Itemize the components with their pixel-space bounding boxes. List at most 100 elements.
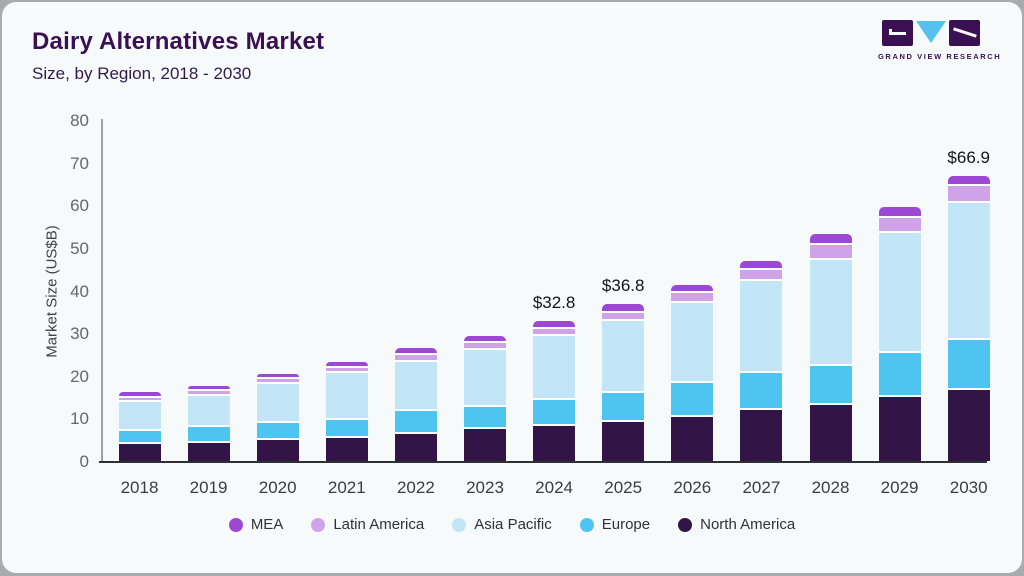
segment-2027-mea <box>740 261 783 268</box>
segment-2023-europe <box>464 404 506 428</box>
legend-dot-icon <box>452 517 467 532</box>
y-tick-label: 0 <box>79 452 89 471</box>
value-label-2030: $66.9 <box>947 147 990 167</box>
x-label-2018: 2018 <box>120 478 159 497</box>
legend-item-latin-america: Latin America <box>311 516 424 533</box>
logo-g-icon <box>882 20 913 46</box>
segment-2027-asia-pacific <box>740 278 783 372</box>
segment-2026-north-america <box>671 415 714 461</box>
segment-2018-latin-america <box>118 395 161 400</box>
legend: MEA Latin America Asia Pacific Europe North … <box>2 516 1022 533</box>
bar-2020 <box>256 373 299 461</box>
x-axis-line <box>99 461 987 463</box>
segment-2026-asia-pacific <box>671 300 714 382</box>
segment-2026-mea <box>671 284 714 292</box>
x-label-2025: 2025 <box>604 478 643 497</box>
legend-label: MEA <box>250 516 284 533</box>
segment-2028-asia-pacific <box>809 257 852 364</box>
y-tick-label: 40 <box>70 281 89 301</box>
x-label-2022: 2022 <box>396 478 435 497</box>
segment-2025-mea <box>602 304 645 311</box>
bar-2022 <box>394 347 437 461</box>
legend-item-europe: Europe <box>579 516 651 533</box>
logo-v-triangle-icon <box>916 21 946 43</box>
bar-2023 <box>464 336 506 461</box>
legend-label: Europe <box>601 516 651 533</box>
segment-2024-asia-pacific <box>533 334 576 399</box>
page-subtitle: Size, by Region, 2018 - 2030 <box>32 64 252 83</box>
segment-2022-europe <box>394 409 437 432</box>
segment-2021-north-america <box>325 435 368 461</box>
logo-r-icon <box>949 20 980 46</box>
segment-2020-asia-pacific <box>256 382 299 421</box>
segment-2020-mea <box>256 373 299 378</box>
segment-2030-latin-america <box>947 184 990 202</box>
segment-2029-asia-pacific <box>878 230 921 352</box>
segment-2022-north-america <box>394 431 437 461</box>
segment-2028-latin-america <box>809 243 852 258</box>
bar-2024 <box>533 321 576 461</box>
legend-label: Asia Pacific <box>474 516 552 533</box>
bar-2029 <box>878 206 921 461</box>
segment-2024-mea <box>533 321 576 328</box>
bar-2019 <box>187 385 230 461</box>
segment-2018-europe <box>118 429 161 443</box>
segment-2021-mea <box>325 362 368 366</box>
x-label-2027: 2027 <box>742 478 781 497</box>
x-label-2023: 2023 <box>466 478 504 497</box>
x-label-2024: 2024 <box>535 478 573 497</box>
segment-2023-mea <box>464 336 506 341</box>
segment-2018-north-america <box>118 442 161 461</box>
legend-item-mea: MEA <box>228 516 284 533</box>
segment-2025-asia-pacific <box>602 318 645 392</box>
legend-dot-icon <box>311 517 326 532</box>
segment-2025-latin-america <box>602 310 645 319</box>
segment-2018-asia-pacific <box>118 399 161 429</box>
y-axis-line <box>101 119 103 463</box>
y-tick-label: 10 <box>70 409 89 429</box>
segment-2028-europe <box>809 363 852 403</box>
segment-2019-mea <box>187 385 230 390</box>
bar-2028 <box>809 234 852 461</box>
y-tick-label: 80 <box>70 111 89 130</box>
segment-2029-mea <box>878 206 921 217</box>
page-title: Dairy Alternatives Market <box>32 28 325 55</box>
segment-2019-europe <box>187 424 230 441</box>
legend-label: Latin America <box>333 516 425 533</box>
x-label-2019: 2019 <box>189 478 228 497</box>
segment-2022-mea <box>394 347 437 353</box>
y-tick-label: 30 <box>70 324 89 344</box>
bar-2018 <box>118 392 161 461</box>
segment-2029-latin-america <box>878 216 921 231</box>
x-label-2021: 2021 <box>327 478 366 497</box>
bar-2025 <box>602 304 645 461</box>
segment-2026-europe <box>671 381 714 416</box>
y-tick-label: 50 <box>70 238 89 258</box>
x-label-2030: 2030 <box>949 478 988 497</box>
segment-2023-latin-america <box>464 340 506 349</box>
bar-2021 <box>325 362 368 461</box>
segment-2021-latin-america <box>325 365 368 372</box>
segment-2023-asia-pacific <box>464 348 506 405</box>
bar-2030 <box>947 175 990 461</box>
logo-wordmark: GRAND VIEW RESEARCH <box>878 52 1002 61</box>
x-label-2026: 2026 <box>673 478 712 497</box>
bar-2026 <box>671 284 714 461</box>
y-tick-label: 70 <box>70 153 89 173</box>
segment-2029-north-america <box>878 395 921 461</box>
gvr-logo: GRAND VIEW RESEARCH <box>878 20 1002 61</box>
legend-label: North America <box>700 516 796 533</box>
segment-2024-latin-america <box>533 327 576 335</box>
y-tick-label: 20 <box>70 366 89 386</box>
segment-2020-north-america <box>256 438 299 461</box>
segment-2027-north-america <box>740 408 783 461</box>
segment-2029-europe <box>878 351 921 396</box>
x-label-2029: 2029 <box>880 478 919 497</box>
segment-2028-mea <box>809 234 852 244</box>
segment-2019-latin-america <box>187 389 230 394</box>
segment-2019-asia-pacific <box>187 393 230 425</box>
x-label-2028: 2028 <box>811 478 850 497</box>
segment-2030-europe <box>947 338 990 389</box>
segment-2028-north-america <box>809 402 852 461</box>
